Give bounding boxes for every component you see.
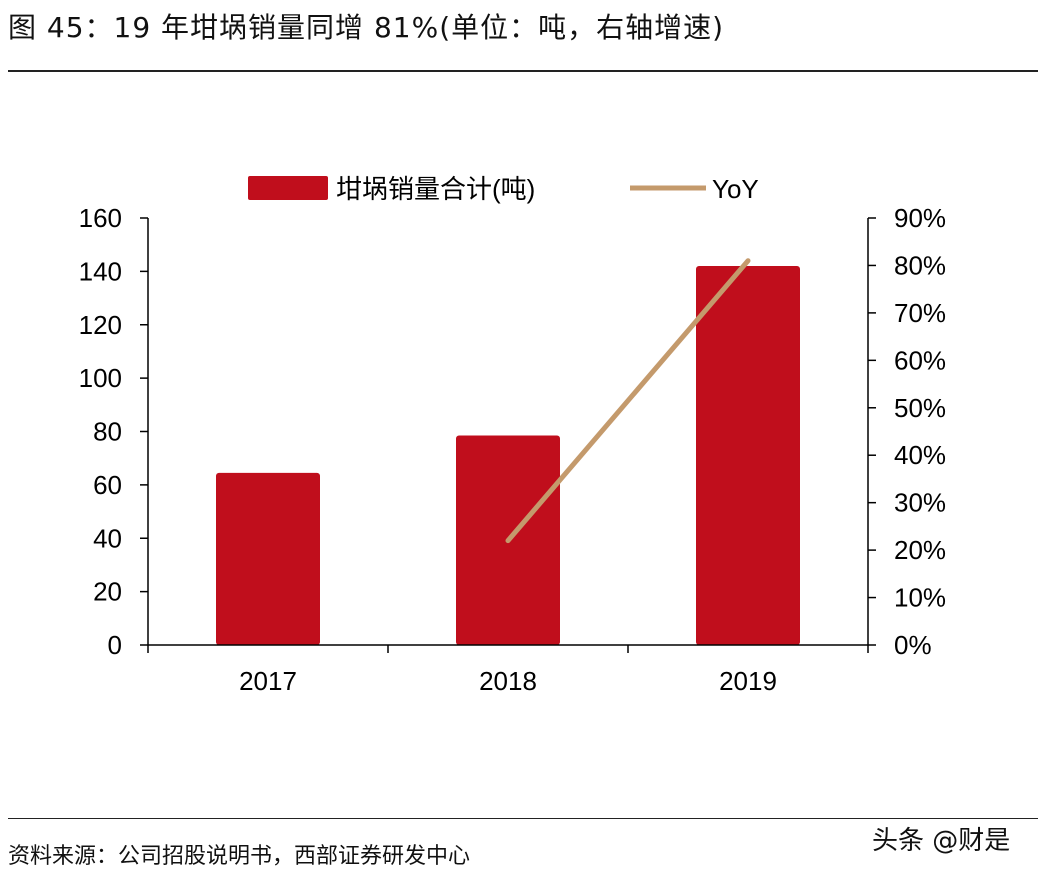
left-tick-label: 120 xyxy=(79,310,122,340)
bar-2017 xyxy=(216,472,320,645)
left-tick-label: 100 xyxy=(79,363,122,393)
chart-title: 图 45：19 年坩埚销量同增 81%(单位：吨，右轴增速) xyxy=(8,11,725,44)
bars xyxy=(216,266,800,645)
right-tick-label: 30% xyxy=(894,488,946,518)
legend: 坩埚销量合计(吨) YoY xyxy=(248,174,759,204)
right-tick-label: 0% xyxy=(894,630,932,660)
x-tick-label: 2019 xyxy=(719,666,777,696)
left-tick-label: 60 xyxy=(93,470,122,500)
legend-bar-label: 坩埚销量合计(吨) xyxy=(336,174,535,204)
right-tick-label: 40% xyxy=(894,440,946,470)
title-divider xyxy=(8,70,1038,72)
left-tick-label: 160 xyxy=(79,203,122,233)
source-note: 资料来源：公司招股说明书，西部证券研发中心 xyxy=(8,844,471,869)
legend-line-label: YoY xyxy=(712,174,759,204)
right-tick-label: 60% xyxy=(894,345,946,375)
left-tick-label: 0 xyxy=(108,630,122,660)
left-tick-label: 20 xyxy=(93,577,122,607)
left-tick-label: 80 xyxy=(93,417,122,447)
watermark: 头条 @财是 xyxy=(872,826,1011,856)
right-tick-label: 70% xyxy=(894,298,946,328)
right-tick-label: 50% xyxy=(894,393,946,423)
right-tick-label: 10% xyxy=(894,583,946,613)
right-tick-label: 90% xyxy=(894,203,946,233)
footer-divider xyxy=(8,818,1038,819)
bar-2019 xyxy=(696,266,800,645)
x-tick-label: 2018 xyxy=(479,666,537,696)
right-tick-label: 80% xyxy=(894,250,946,280)
yoy-line-series xyxy=(505,258,751,544)
x-tick-label: 2017 xyxy=(239,666,297,696)
yoy-line xyxy=(505,258,751,544)
axes: 0 20 40 60 80 100 120 140 160 0% 10% 20% 30% 40% 50% 60… xyxy=(79,203,946,696)
left-tick-label: 40 xyxy=(93,523,122,553)
left-tick-label: 140 xyxy=(79,256,122,286)
legend-bar-swatch xyxy=(248,176,328,200)
right-tick-label: 20% xyxy=(894,535,946,565)
